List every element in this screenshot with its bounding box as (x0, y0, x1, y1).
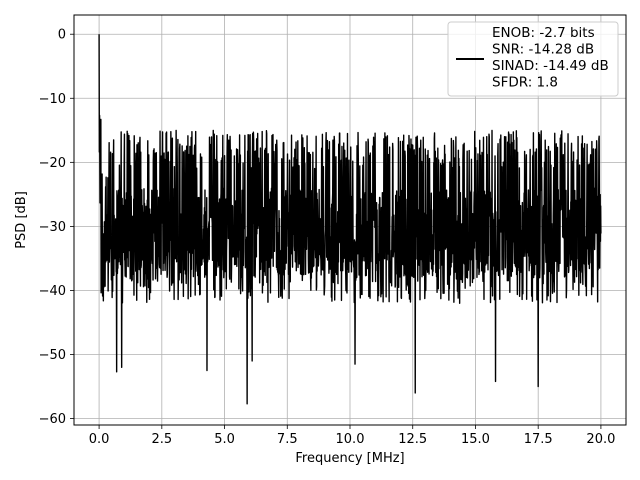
x-tick-label: 7.5 (277, 432, 298, 447)
legend-box (447, 21, 619, 97)
x-tick-label: 2.5 (151, 432, 172, 447)
x-tick-label: 0.0 (89, 432, 110, 447)
x-tick-label: 15.0 (461, 432, 490, 447)
x-tick-label: 12.5 (398, 432, 427, 447)
y-tick-label: 0 (58, 28, 66, 43)
x-tick-label: 20.0 (586, 432, 615, 447)
y-tick-label: −50 (39, 348, 66, 363)
y-tick-label: −30 (39, 220, 66, 235)
axis-ticks: 0.0 2.5 5.0 7.5 10.0 12.5 15.0 17.5 20.0 0 −10 −20 −… (39, 28, 616, 447)
y-tick-label: −40 (39, 284, 66, 299)
legend: ENOB: -2.7 bits SNR: -14.28 dB SINAD: -1… (447, 21, 619, 97)
y-tick-label: −10 (39, 92, 66, 107)
x-tick-label: 17.5 (524, 432, 553, 447)
x-axis-label: Frequency [MHz] (295, 451, 404, 466)
legend-sinad: SINAD: -14.49 dB (492, 58, 609, 74)
legend-enob: ENOB: -2.7 bits (492, 25, 595, 41)
psd-series (98, 34, 602, 405)
y-axis-label: PSD [dB] (14, 191, 29, 249)
x-tick-label: 10.0 (336, 432, 365, 447)
y-tick-label: −60 (39, 412, 66, 427)
y-tick-label: −20 (39, 156, 66, 171)
legend-sfdr: SFDR: 1.8 (492, 75, 558, 91)
x-tick-label: 5.0 (214, 432, 235, 447)
legend-snr: SNR: -14.28 dB (492, 42, 594, 58)
psd-line (98, 34, 602, 405)
